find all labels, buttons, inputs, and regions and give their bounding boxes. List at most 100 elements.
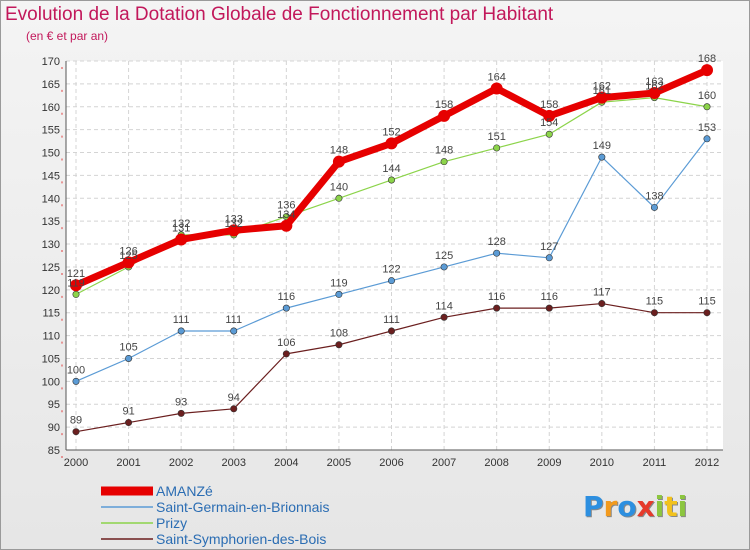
data-point <box>177 327 185 335</box>
data-label: 162 <box>593 81 611 93</box>
data-point <box>493 144 501 152</box>
chart-title: Evolution de la Dotation Globale de Fonc… <box>5 4 554 25</box>
data-label: 154 <box>540 117 558 129</box>
data-point <box>703 135 711 143</box>
data-point <box>438 109 451 122</box>
y-tick-label: 100 <box>42 376 60 388</box>
y-tick-label: 115 <box>42 308 60 320</box>
data-label: 160 <box>698 90 716 102</box>
x-tick-label: 2009 <box>537 457 561 469</box>
y-tick-label: 160 <box>42 102 60 114</box>
data-point <box>545 130 553 138</box>
y-tick-label: 85 <box>48 445 60 457</box>
legend-item: Saint-Symphorien-des-Bois <box>101 531 330 547</box>
data-label: 138 <box>645 190 663 202</box>
data-label: 149 <box>593 140 611 152</box>
legend-item: Saint-Germain-en-Brionnais <box>101 499 330 515</box>
data-point <box>493 249 501 257</box>
y-tick-label: 135 <box>42 216 60 228</box>
data-point <box>703 309 711 317</box>
data-label: 133 <box>225 213 243 225</box>
data-point <box>493 304 501 312</box>
data-label: 132 <box>172 218 190 230</box>
data-label: 114 <box>435 300 453 312</box>
data-label: 115 <box>646 296 664 308</box>
data-label: 168 <box>698 53 716 65</box>
data-point <box>230 327 238 335</box>
proxiti-logo: Proxiti <box>583 490 687 523</box>
plot-area <box>66 61 723 450</box>
chart-subtitle: (en € et par an) <box>26 29 109 43</box>
logo-letter: x <box>636 490 655 523</box>
logo-letter: o <box>617 490 637 523</box>
data-label: 111 <box>225 314 242 326</box>
data-point <box>650 309 658 317</box>
data-label: 108 <box>330 328 348 340</box>
data-point <box>490 82 503 95</box>
y-tick-label: 95 <box>48 399 60 411</box>
x-tick-label: 2006 <box>379 457 403 469</box>
data-label: 140 <box>330 181 348 193</box>
data-point <box>122 256 135 269</box>
data-label: 121 <box>67 268 85 280</box>
legend-swatch <box>101 486 153 496</box>
data-label: 151 <box>487 131 505 143</box>
data-label: 111 <box>383 314 400 326</box>
legend-label: Saint-Germain-en-Brionnais <box>156 499 330 515</box>
data-label: 105 <box>119 341 137 353</box>
data-point <box>387 277 395 285</box>
data-point <box>72 290 80 298</box>
x-tick-label: 2011 <box>643 457 667 469</box>
x-tick-label: 2012 <box>695 457 719 469</box>
data-point <box>177 409 185 417</box>
data-point <box>72 377 80 385</box>
data-point <box>335 341 343 349</box>
x-tick-label: 2004 <box>274 457 298 469</box>
data-point <box>545 254 553 262</box>
data-point <box>440 263 448 271</box>
data-point <box>227 224 240 237</box>
data-label: 158 <box>540 99 558 111</box>
y-tick-label: 145 <box>42 170 60 182</box>
x-tick-label: 2001 <box>116 457 140 469</box>
data-label: 100 <box>67 364 85 376</box>
data-point <box>598 300 606 308</box>
legend: AMANZé Saint-Germain-en-Brionnais Prizy … <box>101 483 330 547</box>
y-tick-label: 90 <box>48 422 60 434</box>
x-tick-label: 2007 <box>432 457 456 469</box>
data-point <box>387 327 395 335</box>
y-tick-label: 120 <box>42 285 60 297</box>
data-point <box>598 153 606 161</box>
logo-letter: t <box>664 490 678 523</box>
data-point <box>703 103 711 111</box>
data-label: 127 <box>540 241 558 253</box>
data-label: 122 <box>382 264 400 276</box>
data-label: 158 <box>435 99 453 111</box>
y-tick-label: 155 <box>42 125 60 137</box>
data-label: 131 <box>172 222 190 234</box>
data-point <box>280 219 293 232</box>
y-tick-label: 130 <box>42 239 60 251</box>
legend-label: Saint-Symphorien-des-Bois <box>156 531 327 547</box>
data-label: 111 <box>173 314 190 326</box>
data-label: 153 <box>698 122 716 134</box>
data-point <box>440 158 448 166</box>
data-label: 125 <box>435 250 453 262</box>
data-label: 148 <box>330 145 348 157</box>
y-tick-label: 150 <box>42 148 60 160</box>
data-label: 132 <box>225 218 243 230</box>
x-tick-label: 2000 <box>64 457 88 469</box>
legend-label: AMANZé <box>156 483 213 499</box>
data-point <box>545 304 553 312</box>
data-point <box>543 109 556 122</box>
data-label: 161 <box>593 85 611 97</box>
data-point <box>387 176 395 184</box>
data-point <box>648 87 661 100</box>
data-point <box>335 290 343 298</box>
x-tick-label: 2010 <box>590 457 614 469</box>
legend-swatch <box>101 538 153 540</box>
data-label: 163 <box>645 76 663 88</box>
data-label: 116 <box>488 291 506 303</box>
